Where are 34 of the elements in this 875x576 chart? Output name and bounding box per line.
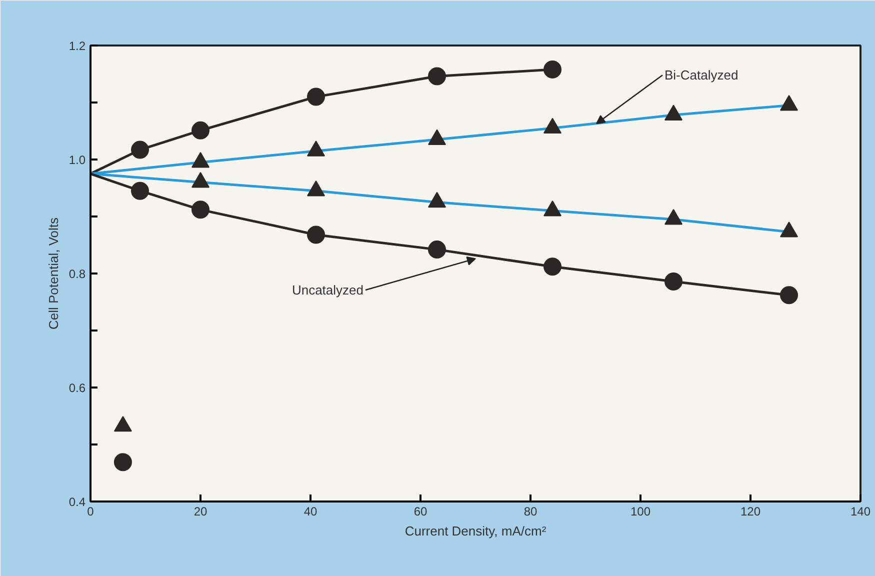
point	[307, 180, 325, 196]
point	[664, 209, 682, 225]
point	[544, 118, 562, 134]
point	[428, 192, 446, 208]
point	[780, 222, 798, 238]
point	[192, 152, 210, 168]
y-tick-label: 0.8	[68, 267, 86, 281]
x-tick-label: 140	[850, 504, 871, 518]
point	[428, 129, 446, 145]
y-axis-title: Cell Potential, Volts	[46, 217, 61, 330]
x-tick-label: 120	[740, 504, 761, 518]
point	[192, 172, 210, 188]
annotation: Uncatalyzed	[292, 282, 364, 298]
point	[307, 226, 325, 244]
x-tick-label: 20	[194, 504, 208, 518]
x-tick-label: 40	[304, 504, 318, 518]
point	[664, 272, 682, 290]
point	[544, 258, 562, 276]
point	[664, 104, 682, 120]
y-tick-label: 1.0	[68, 153, 86, 167]
x-tick-label: 100	[630, 504, 651, 518]
x-axis-title: Current Density, mA/cm²	[404, 524, 547, 538]
point	[307, 140, 325, 156]
y-tick-label: 1.2	[68, 39, 86, 53]
point	[114, 453, 132, 472]
point	[544, 200, 562, 216]
point	[780, 95, 798, 111]
x-tick-label: 80	[524, 504, 538, 518]
y-tick-label: 0.4	[68, 495, 86, 509]
y-tick-label: 0.6	[68, 381, 86, 395]
point	[780, 286, 798, 304]
annotation: Bi-Catalyzed	[664, 68, 738, 83]
x-tick-label: 0	[87, 504, 94, 518]
x-tick-label: 60	[414, 504, 428, 518]
